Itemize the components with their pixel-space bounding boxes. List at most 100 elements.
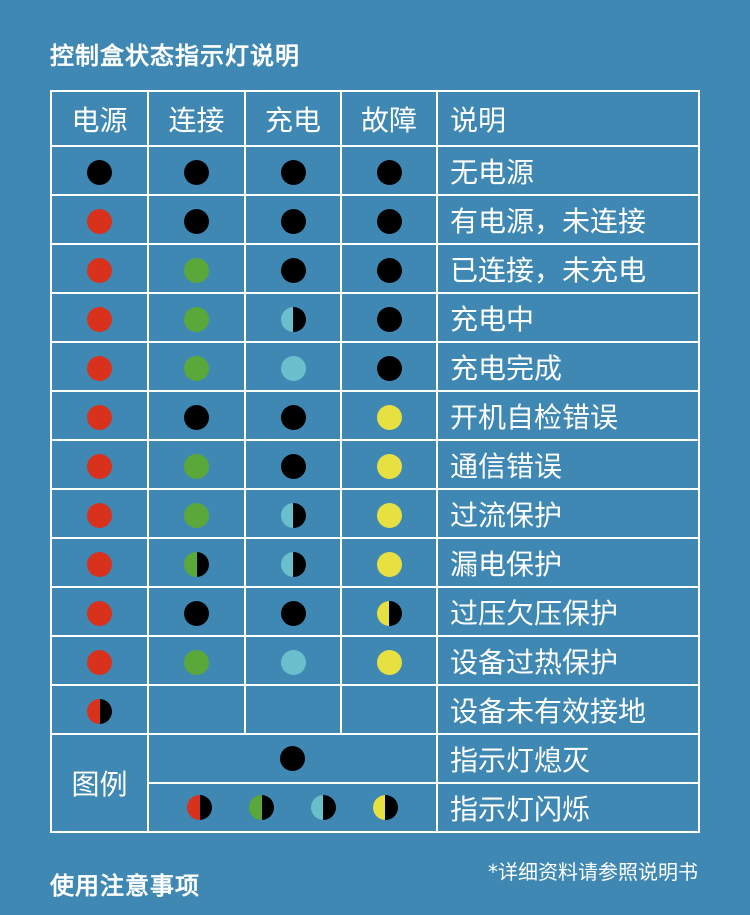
legend-description: 指示灯熄灭 <box>436 733 700 784</box>
row-description: 漏电保护 <box>436 537 700 588</box>
row-description: 无电源 <box>436 145 700 196</box>
light-cell <box>244 488 342 539</box>
header-fault: 故障 <box>340 90 438 147</box>
row-description: 通信错误 <box>436 439 700 490</box>
green-light-icon <box>184 257 209 283</box>
table-row: 有电源，未连接 <box>50 194 700 245</box>
row-description: 设备过热保护 <box>436 635 700 686</box>
light-cell <box>244 439 342 490</box>
row-description: 充电中 <box>436 292 700 343</box>
yellow-light-icon <box>376 551 402 577</box>
red-light-icon <box>87 649 112 675</box>
section-title: 使用注意事项 <box>50 872 200 900</box>
light-cell <box>50 390 149 441</box>
light-off-icon <box>184 600 209 626</box>
red-light-icon <box>87 306 112 332</box>
light-cell <box>50 194 149 245</box>
light-cell <box>244 341 342 392</box>
light-cell <box>244 635 342 686</box>
row-description: 设备未有效接地 <box>436 684 700 735</box>
light-cell <box>50 243 149 294</box>
row-description: 过压欠压保护 <box>436 586 700 637</box>
light-cell <box>244 390 342 441</box>
red-light-icon <box>87 257 112 283</box>
light-off-icon <box>184 208 209 234</box>
light-off-icon <box>376 355 402 381</box>
red-light-icon <box>87 404 112 430</box>
legend-description: 指示灯闪烁 <box>436 782 700 833</box>
red-light-icon <box>87 453 112 479</box>
cyan-light-icon <box>280 355 306 381</box>
legend-lights <box>147 782 438 833</box>
light-cell <box>147 635 246 686</box>
light-cell <box>50 292 149 343</box>
row-description: 已连接，未充电 <box>436 243 700 294</box>
cyan-blinking-light-icon <box>280 551 306 577</box>
header-power: 电源 <box>50 90 149 147</box>
light-cell <box>244 586 342 637</box>
light-off-icon <box>376 208 402 234</box>
table-row: 设备未有效接地 <box>50 684 700 735</box>
light-off-icon <box>376 306 402 332</box>
red-light-icon <box>87 551 112 577</box>
green-blinking-light-icon <box>184 551 209 577</box>
light-cell <box>147 488 246 539</box>
yellow-blinking-light-icon <box>372 795 398 820</box>
table-row: 开机自检错误 <box>50 390 700 441</box>
yellow-light-icon <box>376 649 402 675</box>
light-cell <box>244 194 342 245</box>
row-description: 充电完成 <box>436 341 700 392</box>
light-cell <box>340 194 438 245</box>
light-off-icon <box>184 159 209 185</box>
row-description: 开机自检错误 <box>436 390 700 441</box>
red-light-icon <box>87 502 112 528</box>
light-cell <box>147 292 246 343</box>
red-light-icon <box>87 208 112 234</box>
green-light-icon <box>184 355 209 381</box>
light-cell <box>147 439 246 490</box>
cyan-blinking-light-icon <box>280 502 306 528</box>
light-cell <box>340 488 438 539</box>
light-cell <box>244 292 342 343</box>
cyan-light-icon <box>280 649 306 675</box>
light-cell <box>340 292 438 343</box>
light-cell <box>50 586 149 637</box>
header-description: 说明 <box>436 90 700 147</box>
table-header: 电源 连接 充电 故障 说明 <box>50 90 700 147</box>
light-cell <box>50 341 149 392</box>
light-cell <box>340 537 438 588</box>
light-cell <box>340 439 438 490</box>
yellow-light-icon <box>376 502 402 528</box>
light-off-icon <box>184 404 209 430</box>
light-off-icon <box>280 746 305 771</box>
red-blinking-light-icon <box>187 795 213 820</box>
cyan-blinking-light-icon <box>280 306 306 332</box>
light-off-icon <box>280 453 306 479</box>
light-off-icon <box>87 159 112 185</box>
legend-label: 图例 <box>50 733 149 833</box>
light-cell <box>147 390 246 441</box>
light-cell <box>340 635 438 686</box>
light-cell <box>147 243 246 294</box>
table-row: 充电完成 <box>50 341 700 392</box>
green-light-icon <box>184 453 209 479</box>
light-cell <box>340 341 438 392</box>
table-row: 无电源 <box>50 145 700 196</box>
light-cell <box>244 684 342 735</box>
light-cell <box>50 488 149 539</box>
table-row: 充电中 <box>50 292 700 343</box>
light-off-icon <box>280 404 306 430</box>
table-row: 漏电保护 <box>50 537 700 588</box>
light-cell <box>147 586 246 637</box>
light-cell <box>340 145 438 196</box>
legend-row: 图例 指示灯熄灭 <box>50 733 700 833</box>
indicator-table: 电源 连接 充电 故障 说明 无电源 有电源，未连接 已连接，未充电 充电中 充电完成开… <box>50 90 700 833</box>
light-cell <box>340 684 438 735</box>
yellow-light-icon <box>376 404 402 430</box>
light-off-icon <box>376 159 402 185</box>
red-light-icon <box>87 355 112 381</box>
green-blinking-light-icon <box>249 795 275 820</box>
green-light-icon <box>184 649 209 675</box>
light-cell <box>244 145 342 196</box>
row-description: 有电源，未连接 <box>436 194 700 245</box>
